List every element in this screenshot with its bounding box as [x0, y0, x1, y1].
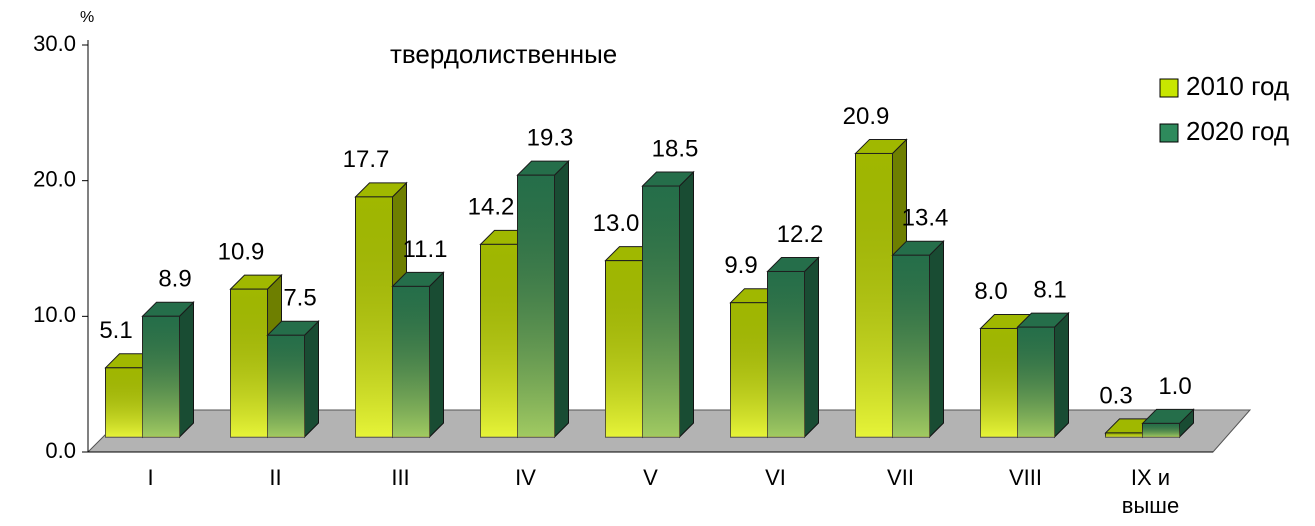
bar-shade	[980, 328, 1018, 437]
value-label: 10.9	[218, 238, 265, 265]
bar-side	[804, 256, 819, 439]
x-tick-label: I	[147, 465, 154, 490]
bar-side	[679, 170, 694, 439]
x-tick-label: VII	[887, 465, 914, 490]
legend-swatch	[1159, 78, 1179, 98]
x-tick-label: VIII	[1008, 465, 1042, 490]
value-label: 20.9	[843, 103, 890, 130]
legend-label: 2010 год	[1186, 71, 1289, 101]
bar-shade	[1142, 423, 1180, 437]
bar-shade	[1105, 432, 1143, 437]
y-unit: %	[80, 9, 94, 26]
bar-shade	[392, 286, 430, 437]
bar-shade	[642, 186, 680, 437]
y-tick-label: 20.0	[33, 166, 76, 191]
bar-side	[429, 271, 444, 439]
value-label: 9.9	[724, 252, 757, 279]
bar-shade	[105, 367, 143, 437]
value-label: 19.3	[527, 125, 574, 152]
y-tick-label: 10.0	[33, 302, 76, 327]
value-label: 8.1	[1033, 276, 1066, 303]
value-label: 0.3	[1099, 382, 1132, 409]
x-tick-label: III	[391, 465, 410, 490]
value-label: 13.0	[593, 210, 640, 237]
bar-shade	[605, 260, 643, 437]
bar-shade	[767, 271, 805, 437]
value-label: 14.2	[468, 194, 515, 221]
x-tick-label: VI	[765, 465, 786, 490]
bar-side	[929, 239, 944, 439]
bar-shade	[480, 244, 518, 437]
x-tick-label: IX и выше	[1121, 465, 1180, 518]
bar-side	[179, 301, 194, 439]
x-tick-label: II	[269, 465, 282, 490]
value-label: 13.4	[902, 205, 949, 232]
value-label: 11.1	[403, 236, 448, 263]
value-label: 7.5	[283, 285, 316, 312]
bar-side	[1054, 311, 1069, 439]
bar-side	[304, 320, 319, 439]
bar-side	[554, 159, 569, 439]
value-label: 18.5	[652, 135, 699, 162]
bar-shade	[892, 255, 930, 437]
legend-label: 2020 год	[1186, 116, 1289, 146]
value-label: 8.9	[158, 266, 191, 293]
value-label: 1.0	[1158, 373, 1191, 400]
bar-shade	[267, 335, 305, 437]
legend-swatch	[1159, 123, 1179, 143]
y-tick-label: 0.0	[45, 438, 76, 463]
value-label: 12.2	[777, 221, 824, 248]
y-tick-label: 30.0	[33, 31, 76, 56]
value-label: 5.1	[99, 317, 132, 344]
bar-shade	[230, 289, 268, 437]
x-tick-label: V	[643, 465, 658, 490]
value-label: 17.7	[343, 146, 390, 173]
bar-shade	[142, 316, 180, 437]
bar-shade	[517, 175, 555, 437]
chart-title: твердолиственные	[390, 39, 617, 69]
bar-shade	[1017, 327, 1055, 437]
x-tick-label: IV	[515, 465, 536, 490]
bar-shade	[730, 302, 768, 437]
bar-shade	[855, 153, 893, 437]
value-label: 8.0	[974, 278, 1007, 305]
bar-shade	[355, 196, 393, 437]
